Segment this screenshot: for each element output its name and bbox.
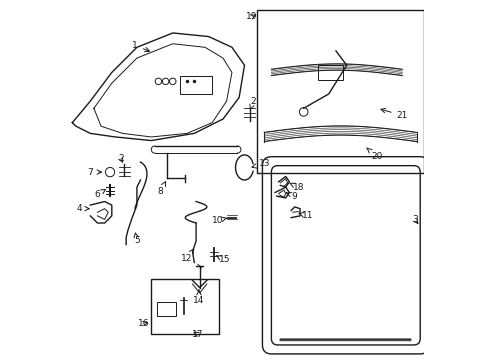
Text: 6: 6	[94, 189, 105, 199]
Text: 3: 3	[411, 215, 417, 224]
Text: 4: 4	[77, 204, 89, 213]
Text: 18: 18	[289, 183, 304, 192]
Text: 21: 21	[380, 108, 407, 120]
Text: 16: 16	[138, 319, 149, 328]
Text: 12: 12	[181, 249, 193, 264]
Text: 10: 10	[211, 216, 226, 225]
Text: 15: 15	[216, 256, 230, 265]
Text: 1: 1	[132, 41, 149, 52]
Text: 2: 2	[249, 96, 256, 109]
Text: 7: 7	[87, 168, 102, 177]
Text: 9: 9	[286, 192, 297, 201]
Text: 5: 5	[134, 233, 140, 246]
Text: 17: 17	[192, 330, 203, 339]
Text: 2: 2	[118, 154, 123, 163]
Text: 13: 13	[251, 159, 269, 168]
Text: 20: 20	[366, 148, 382, 161]
Text: 14: 14	[193, 290, 204, 305]
Text: 19: 19	[245, 12, 257, 21]
Text: 11: 11	[298, 211, 312, 220]
Text: 8: 8	[157, 181, 165, 196]
